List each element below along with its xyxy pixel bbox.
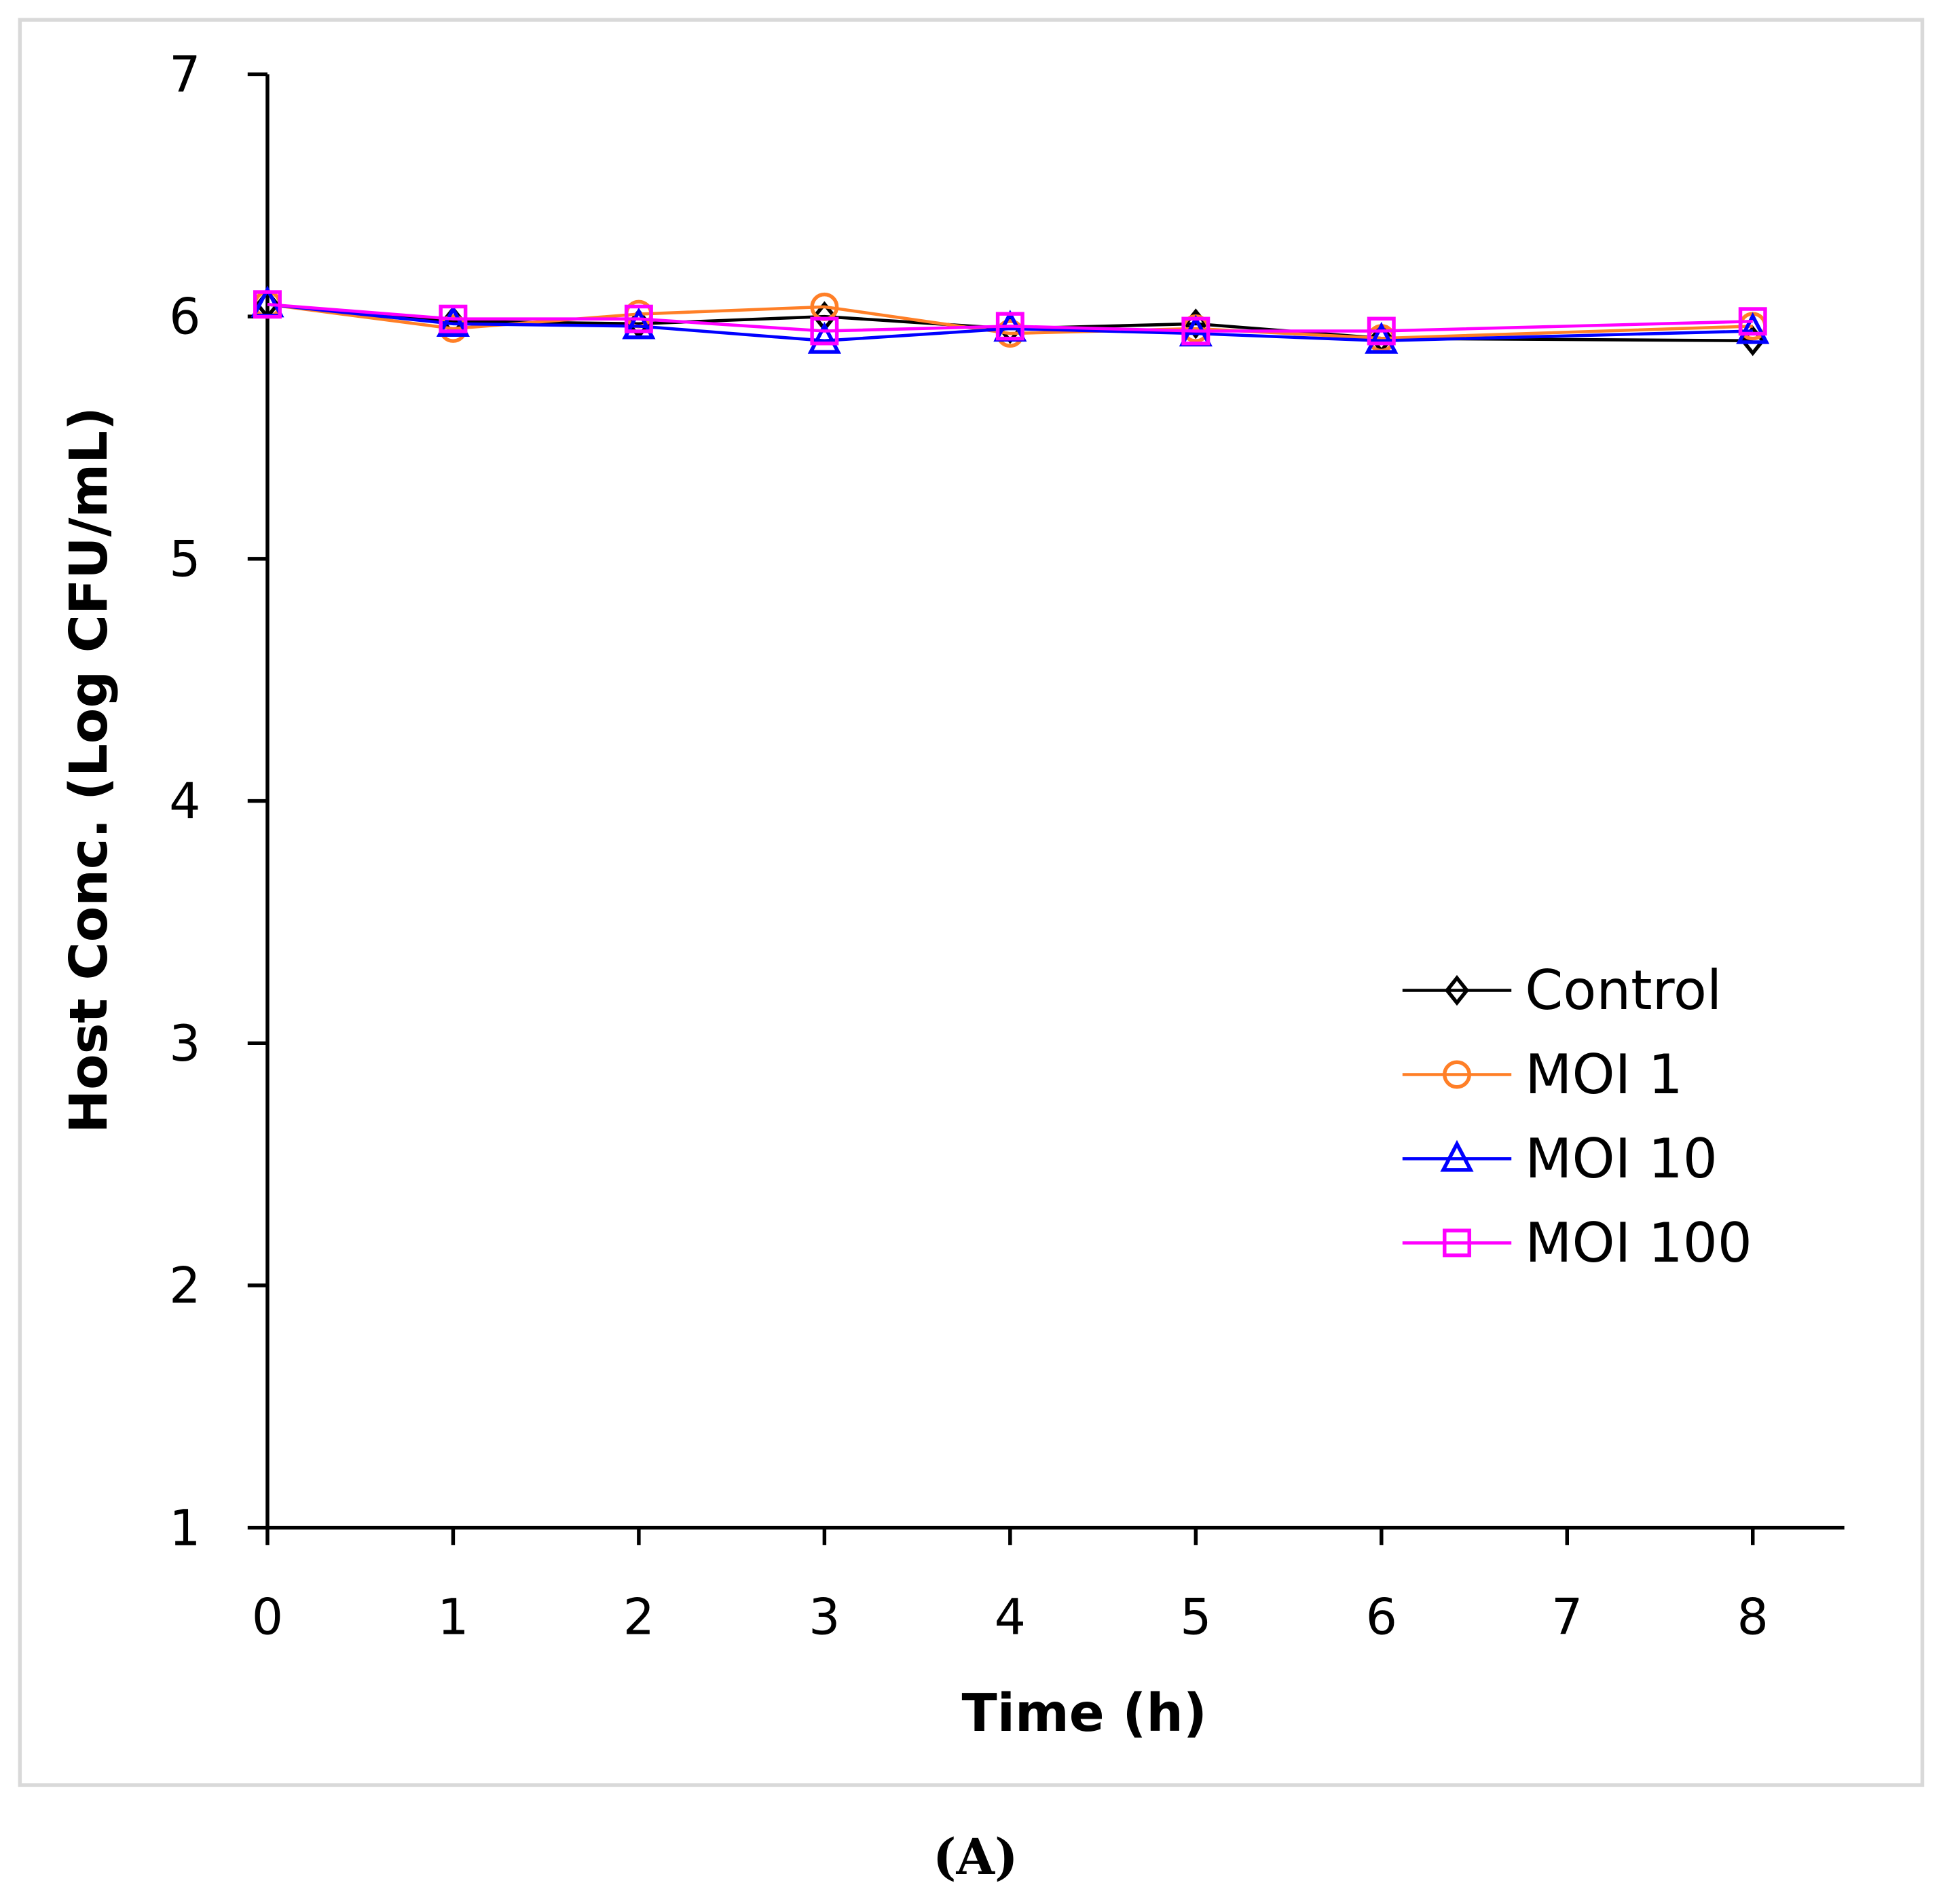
legend-item-moi-1: MOI 1 xyxy=(1402,1043,1683,1106)
x-tick-label: 1 xyxy=(437,1589,468,1647)
legend-label: MOI 10 xyxy=(1525,1127,1718,1190)
legend-marker-circle-icon xyxy=(1443,1060,1471,1089)
data-point-moi-100 xyxy=(1738,307,1767,336)
x-axis-title: Time (h) xyxy=(962,1683,1207,1744)
data-point-moi-100 xyxy=(624,304,653,333)
series-line-moi-1 xyxy=(267,303,1753,340)
legend-item-moi-100: MOI 100 xyxy=(1402,1211,1752,1275)
x-tick-label: 7 xyxy=(1551,1589,1583,1647)
data-point-moi-10 xyxy=(1365,322,1399,354)
legend-item-moi-10: MOI 10 xyxy=(1402,1127,1718,1190)
x-tick-label: 5 xyxy=(1180,1589,1211,1647)
data-point-moi-10 xyxy=(436,305,470,337)
legend-marker-triangle-icon xyxy=(1440,1139,1474,1172)
x-tick-label: 3 xyxy=(809,1589,840,1647)
legend-marker-square-icon xyxy=(1443,1228,1471,1258)
chart-frame xyxy=(18,18,1925,1787)
data-point-moi-10 xyxy=(622,307,656,340)
data-point-moi-10 xyxy=(807,322,841,354)
y-tick-label: 5 xyxy=(169,530,200,588)
data-point-moi-100 xyxy=(253,290,282,319)
legend: Control MOI 1 MOI 10 MOI 100 xyxy=(1402,959,1752,1275)
legend-item-control: Control xyxy=(1402,959,1722,1022)
series-moi-100 xyxy=(253,290,1767,346)
x-tick-label: 6 xyxy=(1366,1589,1397,1647)
legend-label: Control xyxy=(1525,959,1722,1022)
legend-label: MOI 100 xyxy=(1525,1211,1752,1275)
x-tick-label: 0 xyxy=(252,1589,283,1647)
y-tick-label: 6 xyxy=(169,289,200,346)
series-line-moi-10 xyxy=(267,303,1753,343)
legend-marker-diamond-icon xyxy=(1444,974,1470,1006)
data-point-moi-100 xyxy=(1181,316,1210,346)
y-tick-label: 4 xyxy=(169,773,200,830)
series-group xyxy=(251,285,1770,356)
y-axis-title: Host Conc. (Log CFU/mL) xyxy=(59,407,119,1133)
x-tick-label: 4 xyxy=(995,1589,1026,1647)
legend-label: MOI 1 xyxy=(1525,1043,1683,1106)
data-point-moi-100 xyxy=(439,304,468,333)
data-point-moi-100 xyxy=(1367,316,1396,346)
x-tick-label: 8 xyxy=(1737,1589,1769,1647)
x-tick-label: 2 xyxy=(623,1589,654,1647)
series-line-moi-100 xyxy=(267,303,1753,333)
y-tick-label: 1 xyxy=(169,1499,200,1557)
y-tick-label: 3 xyxy=(169,1015,200,1073)
data-point-moi-100 xyxy=(810,316,839,346)
data-point-moi-100 xyxy=(995,312,1024,341)
y-tick-label: 7 xyxy=(169,46,200,104)
data-point-moi-10 xyxy=(1736,312,1770,344)
y-tick-label: 2 xyxy=(169,1258,200,1315)
figure-caption: (A) xyxy=(933,1829,1018,1886)
